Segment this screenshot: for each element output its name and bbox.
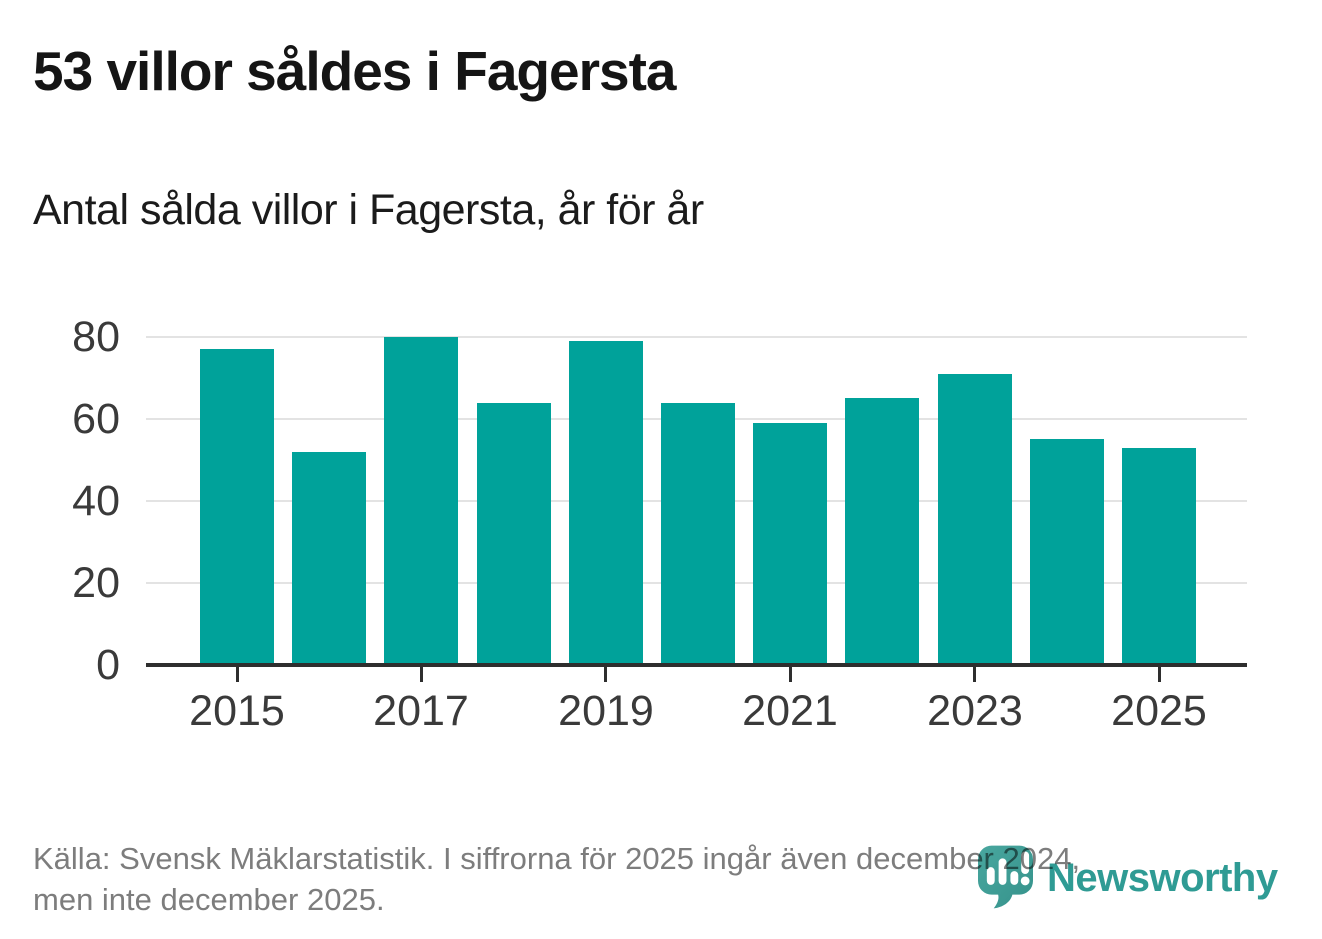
- bar-2018: [477, 403, 551, 665]
- newsworthy-pin-barchart-icon: [978, 845, 1033, 909]
- x-tick-label-2023: 2023: [927, 687, 1023, 735]
- y-tick-label-60: 60: [72, 395, 120, 443]
- x-tick-2021: [789, 667, 792, 682]
- x-tick-2015: [236, 667, 239, 682]
- y-tick-label-40: 40: [72, 477, 120, 525]
- bar-2020: [661, 403, 735, 665]
- x-tick-label-2017: 2017: [373, 687, 469, 735]
- bar-2022: [845, 398, 919, 665]
- bar-2025: [1122, 448, 1196, 665]
- x-tick-label-2015: 2015: [189, 687, 285, 735]
- bar-2017: [384, 337, 458, 665]
- x-tick-2023: [973, 667, 976, 682]
- gridline-80: [146, 336, 1247, 338]
- chart-title: 53 villor såldes i Fagersta: [33, 40, 677, 102]
- y-tick-label-20: 20: [72, 559, 120, 607]
- newsworthy-wordmark: Newsworthy: [1047, 856, 1278, 900]
- bar-2016: [292, 452, 366, 665]
- y-tick-label-80: 80: [72, 313, 120, 361]
- bar-2021: [753, 423, 827, 665]
- chart-subtitle: Antal sålda villor i Fagersta, år för år: [33, 186, 704, 234]
- bar-2019: [569, 341, 643, 665]
- x-tick-2025: [1158, 667, 1161, 682]
- bar-2015: [200, 349, 274, 665]
- plot-area: 2015 2017 2019 2021 2023 2025: [146, 336, 1247, 735]
- source-note-line2: men inte december 2025.: [33, 882, 385, 917]
- x-tick-label-2019: 2019: [558, 687, 654, 735]
- x-axis-line: [146, 663, 1247, 667]
- x-tick-2017: [420, 667, 423, 682]
- source-note: Källa: Svensk Mäklarstatistik. I siffror…: [33, 838, 1080, 920]
- source-note-line1: Källa: Svensk Mäklarstatistik. I siffror…: [33, 841, 1081, 876]
- x-tick-2019: [604, 667, 607, 682]
- x-tick-label-2025: 2025: [1111, 687, 1207, 735]
- x-tick-label-2021: 2021: [742, 687, 838, 735]
- bar-2024: [1030, 439, 1104, 665]
- y-tick-label-0: 0: [96, 641, 120, 689]
- bar-2023: [938, 374, 1012, 665]
